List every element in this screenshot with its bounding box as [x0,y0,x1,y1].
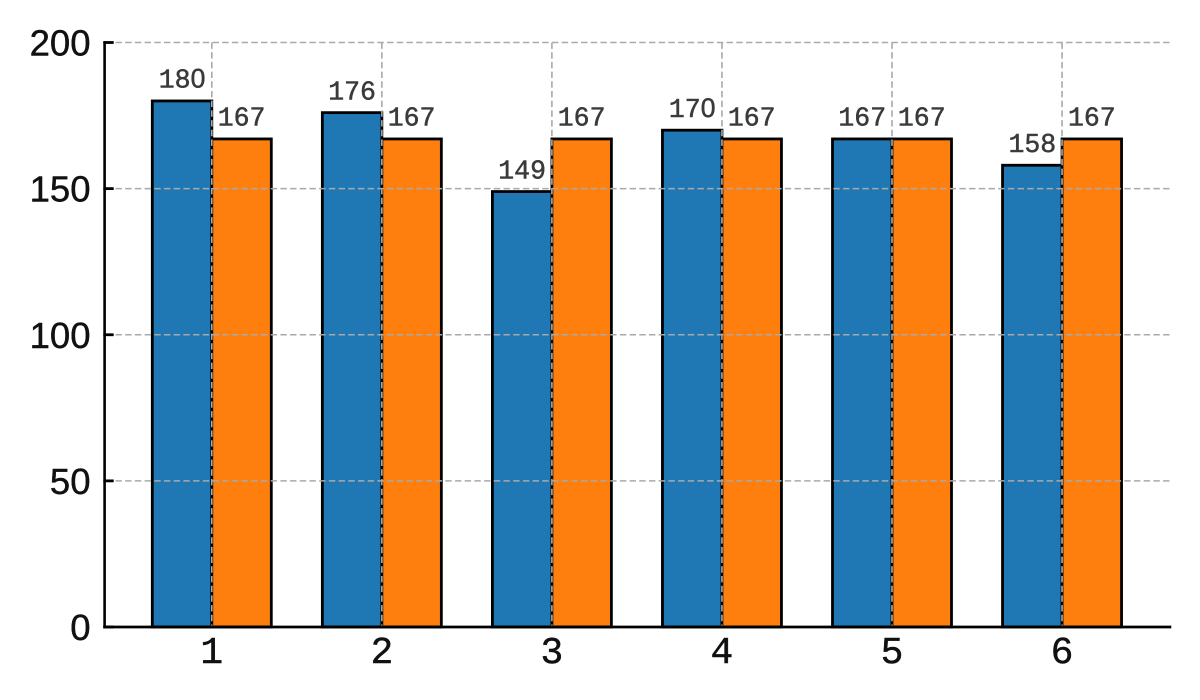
svg-text:158: 158 [1008,130,1056,160]
svg-text:167: 167 [388,104,436,134]
svg-text:1: 1 [200,632,223,675]
svg-text:2: 2 [370,632,393,675]
svg-text:3: 3 [540,632,563,675]
svg-text:176: 176 [328,77,376,107]
svg-text:167: 167 [838,104,886,134]
svg-text:5: 5 [881,632,904,675]
svg-text:200: 200 [30,23,91,64]
svg-text:167: 167 [218,104,266,134]
svg-text:4: 4 [711,632,734,675]
svg-text:150: 150 [30,169,91,210]
svg-text:100: 100 [30,315,91,356]
svg-text:0: 0 [70,607,90,648]
svg-text:149: 149 [498,156,546,186]
svg-text:6: 6 [1051,632,1074,675]
svg-text:167: 167 [558,104,606,134]
svg-text:167: 167 [898,104,946,134]
svg-text:170: 170 [669,93,716,125]
svg-text:167: 167 [1068,104,1116,134]
svg-text:180: 180 [159,64,206,96]
svg-text:50: 50 [50,461,91,502]
svg-text:167: 167 [728,104,776,134]
